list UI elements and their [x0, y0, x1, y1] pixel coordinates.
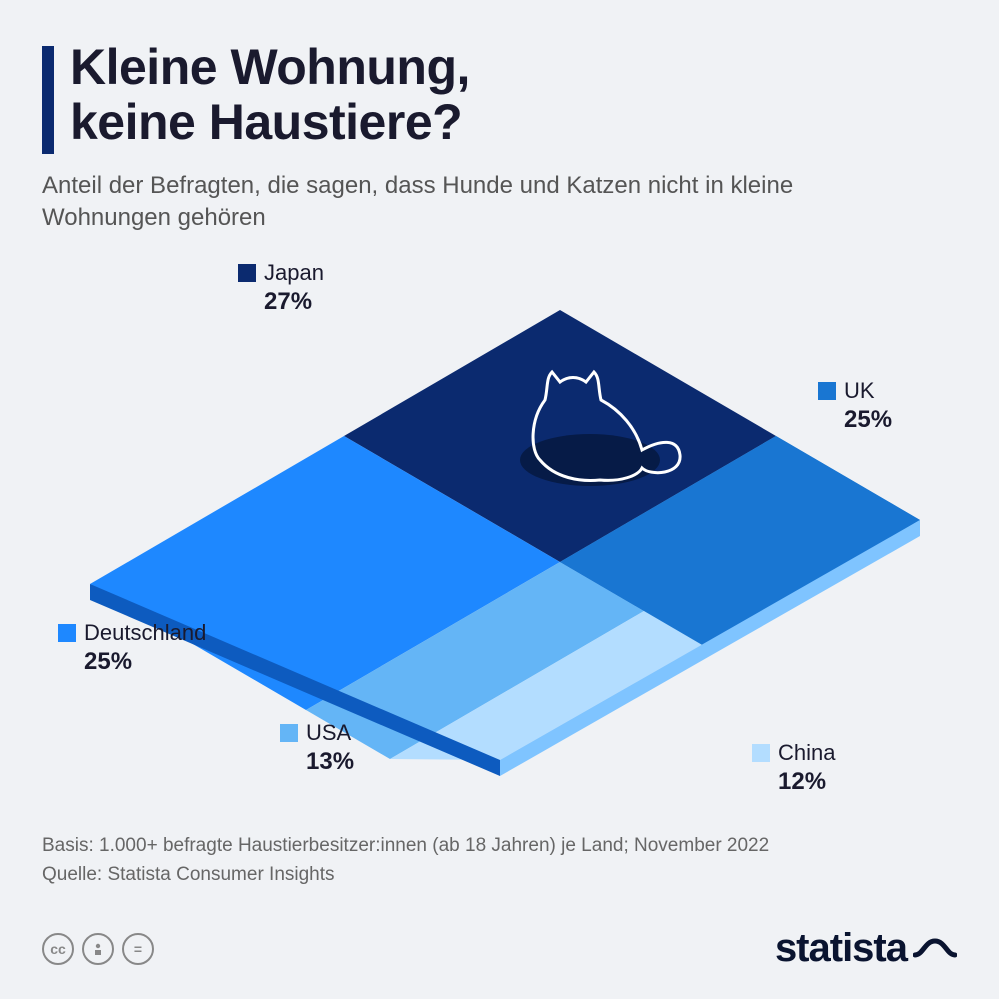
label-china-value: 12%: [778, 768, 835, 796]
label-china-name: China: [778, 740, 835, 765]
swatch-uk: [818, 382, 836, 400]
label-deutschland-value: 25%: [84, 648, 206, 676]
logo-wave-icon: [913, 935, 957, 963]
cc-icon: cc: [42, 933, 74, 965]
label-deutschland: Deutschland 25%: [58, 620, 206, 676]
swatch-deutschland: [58, 624, 76, 642]
logo-text: statista: [775, 926, 907, 971]
title-line-1: Kleine Wohnung,: [70, 39, 470, 95]
label-deutschland-name: Deutschland: [84, 620, 206, 645]
swatch-usa: [280, 724, 298, 742]
chart-subtitle: Anteil der Befragten, die sagen, dass Hu…: [42, 170, 862, 235]
footer-quelle: Quelle: Statista Consumer Insights: [42, 861, 957, 890]
chart-area: Japan 27% UK 25% Deutschland 25% USA 13%…: [0, 270, 999, 830]
isometric-chart-svg: [0, 270, 999, 830]
label-usa-name: USA: [306, 720, 351, 745]
label-uk-name: UK: [844, 378, 875, 403]
label-uk: UK 25%: [818, 378, 892, 434]
label-usa-value: 13%: [306, 748, 354, 776]
title-line-2: keine Haustiere?: [70, 94, 462, 150]
label-uk-value: 25%: [844, 406, 892, 434]
footer-basis: Basis: 1.000+ befragte Haustierbesitzer:…: [42, 832, 957, 861]
bottom-row: cc = statista: [42, 926, 957, 971]
label-japan-name: Japan: [264, 260, 324, 285]
header: Kleine Wohnung, keine Haustiere? Anteil …: [42, 40, 957, 235]
chart-title: Kleine Wohnung, keine Haustiere?: [70, 40, 957, 150]
by-icon: [82, 933, 114, 965]
label-japan-value: 27%: [264, 288, 324, 316]
cc-license-icons: cc =: [42, 933, 154, 965]
label-japan: Japan 27%: [238, 260, 324, 316]
label-china: China 12%: [752, 740, 835, 796]
nd-icon: =: [122, 933, 154, 965]
statista-logo: statista: [775, 926, 957, 971]
swatch-china: [752, 744, 770, 762]
footer: Basis: 1.000+ befragte Haustierbesitzer:…: [42, 832, 957, 889]
label-usa: USA 13%: [280, 720, 354, 776]
swatch-japan: [238, 264, 256, 282]
title-accent-bar: [42, 46, 54, 154]
